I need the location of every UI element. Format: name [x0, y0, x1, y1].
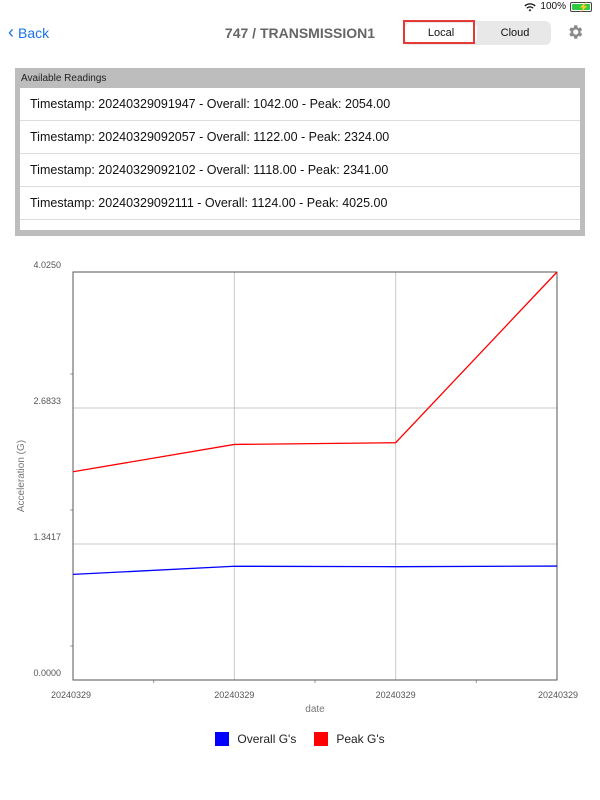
- legend-label-overall: Overall G's: [237, 732, 297, 746]
- y-tick-label: 0.0000: [33, 668, 61, 678]
- y-tick-label: 2.6833: [33, 396, 61, 406]
- y-tick-label: 1.3417: [33, 532, 61, 542]
- navigation-bar: ‹ Back 747 / TRANSMISSION1 Local Cloud: [0, 14, 600, 54]
- plot-border: [72, 271, 558, 681]
- x-tick-label: 20240329: [214, 690, 254, 700]
- legend-label-peak: Peak G's: [336, 732, 385, 746]
- wifi-icon: [524, 2, 537, 11]
- legend-item-peak: Peak G's: [314, 732, 385, 746]
- segment-local[interactable]: Local: [405, 23, 477, 43]
- page-title: 747 / TRANSMISSION1: [224, 25, 376, 41]
- legend-item-overall: Overall G's: [215, 732, 296, 746]
- gear-icon[interactable]: [566, 23, 584, 41]
- x-tick-label: 20240329: [538, 690, 578, 700]
- battery-icon: ⚡: [570, 1, 592, 12]
- reading-row[interactable]: Timestamp: 20240329092057 - Overall: 112…: [20, 121, 580, 154]
- legend-swatch-overall: [215, 732, 230, 746]
- status-bar: 100% ⚡: [0, 0, 600, 14]
- source-segmented-control: Local Cloud: [403, 21, 551, 45]
- reading-row[interactable]: Timestamp: 20240329091947 - Overall: 104…: [20, 88, 580, 121]
- legend-swatch-peak: [314, 732, 329, 746]
- series-line-overall: [72, 565, 558, 576]
- x-tick-label: 20240329: [376, 690, 416, 700]
- y-tick-label: 4.0250: [33, 260, 61, 270]
- available-readings-panel: Available Readings Timestamp: 2024032909…: [15, 68, 585, 236]
- chevron-left-icon: ‹: [8, 22, 14, 42]
- reading-row[interactable]: Timestamp: 20240329092111 - Overall: 112…: [20, 187, 580, 220]
- battery-percent: 100%: [540, 1, 566, 12]
- acceleration-chart: 0.0000 1.3417 2.6833 4.0250 20240329 20240329…: [16, 260, 578, 715]
- segment-cloud[interactable]: Cloud: [500, 27, 530, 39]
- selection-highlight-box: [403, 20, 475, 44]
- x-axis-label: date: [305, 704, 325, 715]
- back-button[interactable]: ‹ Back: [8, 22, 50, 42]
- x-tick-label: 20240329: [51, 690, 91, 700]
- reading-row[interactable]: Timestamp: 20240329092102 - Overall: 111…: [20, 154, 580, 187]
- y-axis-label: Acceleration (G): [16, 440, 27, 512]
- series-line-peak: [72, 271, 558, 473]
- status-indicators: 100% ⚡: [524, 1, 592, 12]
- readings-list: Timestamp: 20240329091947 - Overall: 104…: [20, 88, 580, 230]
- back-label: Back: [18, 25, 50, 41]
- panel-title: Available Readings: [21, 73, 107, 84]
- chart-legend: Overall G's Peak G's: [0, 732, 600, 746]
